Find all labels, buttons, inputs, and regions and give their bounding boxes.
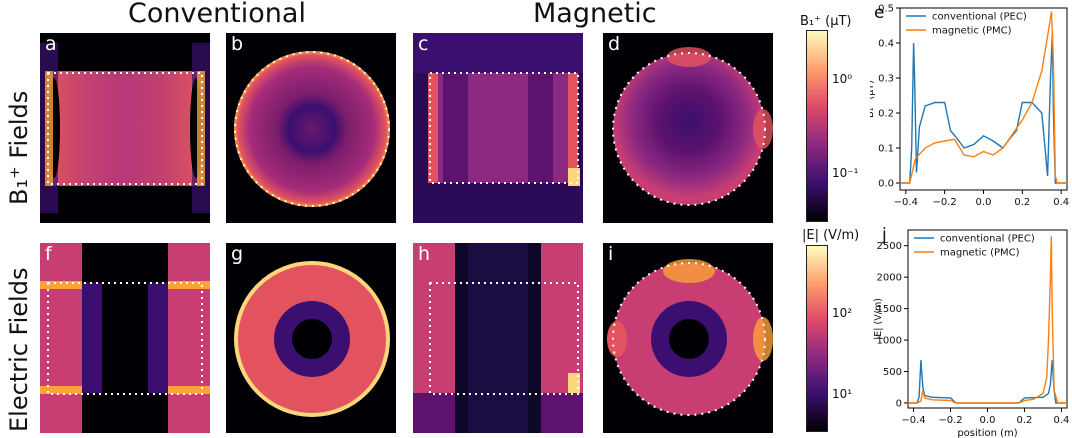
- legend-label: magnetic (PMC): [940, 248, 1020, 259]
- y-axis-label: B₁⁺ (μT): [870, 80, 876, 118]
- panel-letter-g: g: [231, 243, 244, 265]
- x-tick-label: 0.2: [1014, 197, 1030, 208]
- y-axis-label: |E| (V/m): [873, 298, 884, 340]
- panel-h-e-magnetic-slab: h: [413, 243, 583, 433]
- panel-letter-f: f: [45, 243, 52, 265]
- panel-b-b1-conventional-cylinder: b: [226, 33, 396, 223]
- colorbar-b1-tick: 10⁰: [832, 72, 853, 86]
- colorbar-b1-title: B₁⁺ (μT): [800, 14, 852, 29]
- y-tick-label: 0.5: [878, 4, 894, 15]
- panel-letter-d: d: [608, 33, 621, 55]
- panel-a-b1-conventional-slab: a: [40, 33, 210, 223]
- series-line-conventional: [900, 32, 1067, 184]
- chart-j-efield-profile: −0.4 −0.2 0.0 0.2 0.4 0 500 1000 1500 2000 2500 con…: [873, 225, 1070, 438]
- y-tick-label: 500: [883, 367, 902, 378]
- x-tick-label: 0.4: [1054, 415, 1070, 426]
- y-tick-label: 2000: [877, 273, 902, 284]
- panel-c-b1-magnetic-slab: c: [413, 33, 583, 223]
- x-axis-label: position (m): [957, 428, 1017, 438]
- colorbar-b1-tick: 10⁻¹: [832, 166, 859, 180]
- y-tick-label: 0: [896, 398, 902, 409]
- x-tick-label: −0.2: [933, 197, 957, 208]
- colorbar-e-tick: 10¹: [832, 387, 853, 401]
- y-tick-label: 0.2: [878, 109, 894, 120]
- y-tick-label: 1500: [877, 304, 902, 315]
- colorbar-b1: [806, 30, 828, 222]
- y-tick-label: 2500: [877, 241, 902, 252]
- x-tick-label: −0.2: [938, 415, 962, 426]
- legend-label: conventional (PEC): [932, 12, 1027, 23]
- panel-letter: j: [881, 225, 887, 245]
- colorbar-e-tick: 10²: [832, 306, 853, 320]
- colorbar-e-title: |E| (V/m): [802, 228, 860, 243]
- panel-letter-a: a: [45, 33, 57, 55]
- x-tick-label: 0.0: [976, 197, 992, 208]
- panel-letter-c: c: [418, 33, 429, 55]
- header-conventional: Conventional: [128, 0, 306, 29]
- y-tick-label: 0.3: [878, 74, 894, 85]
- y-tick-label: 0.4: [878, 39, 894, 50]
- y-tick-label: 0.1: [878, 144, 894, 155]
- panel-d-b1-magnetic-cylinder: d: [603, 33, 773, 223]
- series-line-conventional: [908, 360, 1067, 404]
- y-tick-label: 1000: [877, 336, 902, 347]
- chart-e-b1-profile: −0.4 −0.2 0.0 0.2 0.4 0.0 0.1 0.2 0.3 0.4 0.5 conve…: [870, 3, 1069, 208]
- series-line-magnetic: [900, 11, 1067, 184]
- x-tick-label: 0.2: [1017, 415, 1033, 426]
- series-line-magnetic: [908, 236, 1067, 404]
- panel-letter-i: i: [608, 243, 614, 265]
- row-label-b1: B₁⁺ Fields: [5, 90, 33, 205]
- x-tick-label: −0.4: [894, 197, 918, 208]
- header-magnetic: Magnetic: [533, 0, 657, 29]
- y-tick-label: 0.0: [878, 179, 894, 190]
- panel-g-e-conventional-cylinder: g: [226, 243, 396, 433]
- panel-letter-h: h: [418, 243, 431, 265]
- colorbar-e: [806, 245, 828, 432]
- row-label-electric: Electric Fields: [5, 267, 33, 432]
- x-tick-label: 0.4: [1053, 197, 1069, 208]
- x-tick-label: −0.4: [901, 415, 925, 426]
- x-tick-label: 0.0: [980, 415, 996, 426]
- panel-letter: e: [874, 3, 884, 23]
- legend-label: conventional (PEC): [940, 234, 1035, 245]
- legend-label: magnetic (PMC): [932, 26, 1012, 37]
- panel-f-e-conventional-slab: f: [40, 243, 210, 433]
- panel-i-e-magnetic-cylinder: i: [603, 243, 773, 433]
- panel-letter-b: b: [231, 33, 244, 55]
